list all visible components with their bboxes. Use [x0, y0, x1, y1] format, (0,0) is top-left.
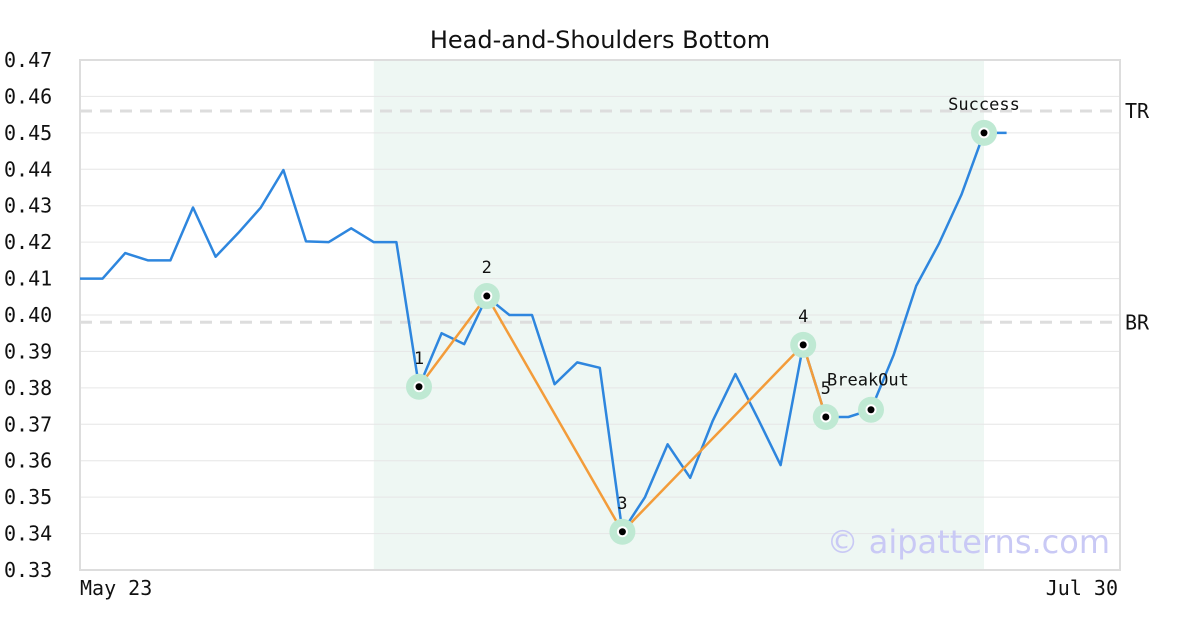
y-tick-label: 0.44 — [4, 157, 52, 181]
y-tick-label: 0.33 — [4, 558, 52, 582]
marker-dot — [867, 406, 875, 414]
level-lines: TR BR — [80, 99, 1150, 334]
point-label-3: 3 — [617, 494, 627, 514]
marker-dot — [822, 413, 830, 421]
point-label-5: 5 — [821, 379, 831, 399]
marker-dot — [618, 528, 626, 536]
plot-frame — [79, 59, 1121, 571]
marker-dot — [483, 292, 491, 300]
level-label-br: BR — [1125, 310, 1150, 334]
y-tick-label: 0.41 — [4, 267, 52, 291]
y-tick-label: 0.39 — [4, 339, 52, 363]
point-label-1: 1 — [414, 349, 424, 369]
y-tick-label: 0.38 — [4, 376, 52, 400]
point-label-4: 4 — [798, 307, 808, 327]
x-tick-start: May 23 — [80, 576, 152, 600]
y-tick-label: 0.34 — [4, 522, 52, 546]
y-tick-label: 0.40 — [4, 303, 52, 327]
y-tick-label: 0.37 — [4, 412, 52, 436]
x-tick-end: Jul 30 — [1046, 576, 1118, 600]
y-tick-label: 0.42 — [4, 230, 52, 254]
y-tick-label: 0.43 — [4, 194, 52, 218]
y-axis-ticks: 0.47 0.46 0.45 0.44 0.43 0.42 0.41 0.40 0.39 0.38… — [4, 48, 52, 582]
y-tick-label: 0.46 — [4, 84, 52, 108]
y-tick-label: 0.36 — [4, 449, 52, 473]
y-tick-label: 0.35 — [4, 485, 52, 509]
point-label-breakout: BreakOut — [827, 371, 909, 391]
price-line — [80, 131, 1007, 533]
level-label-tr: TR — [1125, 99, 1150, 123]
marker-dot — [415, 383, 423, 391]
marker-dot — [799, 341, 807, 349]
watermark: © aipatterns.com — [827, 523, 1110, 561]
point-label-success: Success — [948, 95, 1020, 115]
marker-dot — [980, 129, 988, 137]
point-label-2: 2 — [482, 258, 492, 278]
y-tick-label: 0.47 — [4, 48, 52, 72]
y-tick-label: 0.45 — [4, 121, 52, 145]
chart-title: Head-and-Shoulders Bottom — [430, 26, 770, 54]
